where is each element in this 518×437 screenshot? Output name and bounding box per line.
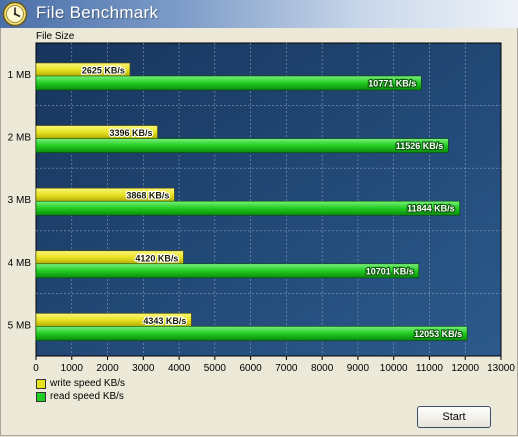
bar-read [35, 200, 460, 216]
x-tick-label: 4000 [168, 363, 191, 374]
x-tick-label: 5000 [204, 363, 227, 374]
x-tick-label: 11000 [416, 363, 444, 374]
x-tick-label: 3000 [132, 363, 155, 374]
x-tick-label: 0 [33, 363, 39, 374]
y-tick-label: 3 MB [8, 195, 32, 206]
bar-read [35, 326, 468, 341]
legend-label-read: read speed KB/s [50, 391, 124, 402]
benchmark-chart: File Size 0 1000 2000 3000 4000 5000 6000 7000 80… [8, 31, 516, 374]
bar-read [35, 138, 449, 153]
bar-label-read: 12053 KB/s [414, 329, 462, 339]
x-tick-label: 10000 [380, 363, 408, 374]
bar-label-read: 11844 KB/s [407, 204, 455, 214]
x-tick-label: 8000 [311, 363, 334, 374]
bar-label-write: 3396 KB/s [109, 128, 152, 138]
legend-swatch-write [36, 378, 46, 389]
bar-read [35, 263, 420, 279]
clock-icon [2, 1, 28, 27]
x-tick-label: 6000 [239, 363, 262, 374]
bar-label-write: 2625 KB/s [82, 66, 125, 76]
y-tick-label: 5 MB [8, 320, 32, 331]
legend-swatch-read [36, 391, 46, 402]
y-tick-label: 1 MB [8, 70, 32, 81]
bar-label-read: 10701 KB/s [366, 266, 414, 276]
y-tick-label: 4 MB [8, 258, 32, 269]
bar-label-write: 4343 KB/s [143, 316, 186, 326]
chart-legend: write speed KB/s read speed KB/s [36, 377, 125, 403]
x-tick-label: 2000 [96, 363, 119, 374]
x-tick-label: 12000 [451, 363, 479, 374]
legend-label-write: write speed KB/s [50, 378, 126, 389]
x-tick-label: 7000 [275, 363, 298, 374]
x-tick-label: 9000 [347, 363, 370, 374]
legend-item-write: write speed KB/s [36, 377, 125, 390]
title-bar: File Benchmark [0, 0, 518, 28]
bar-read [35, 75, 422, 91]
bar-label-read: 11526 KB/s [396, 141, 444, 151]
y-axis-title: File Size [36, 31, 75, 42]
legend-item-read: read speed KB/s [36, 390, 125, 403]
bar-label-write: 4120 KB/s [135, 253, 178, 263]
y-tick-label: 2 MB [8, 133, 32, 144]
start-button[interactable]: Start [417, 406, 491, 428]
window-title: File Benchmark [36, 3, 159, 22]
x-tick-label: 1000 [61, 363, 84, 374]
x-tick-label: 13000 [487, 363, 515, 374]
bar-label-read: 10771 KB/s [368, 79, 416, 89]
bar-label-write: 3868 KB/s [126, 191, 169, 201]
